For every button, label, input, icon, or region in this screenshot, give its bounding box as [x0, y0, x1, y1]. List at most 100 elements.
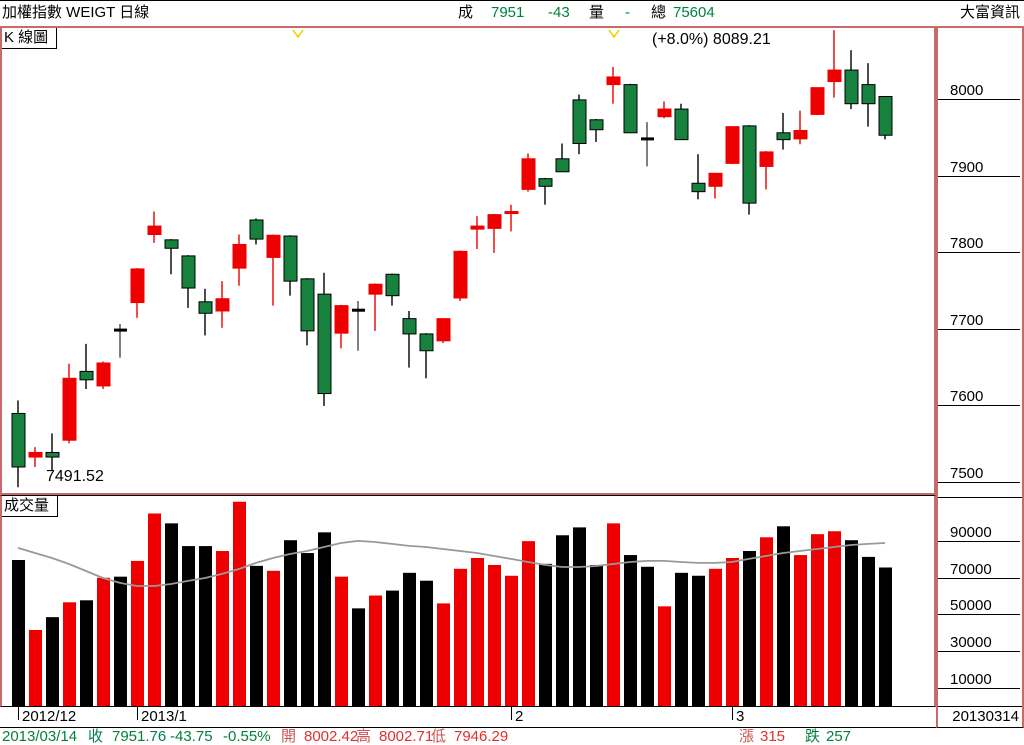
volume-bar [539, 563, 552, 706]
brand-logo-text: 大富資訊 [959, 4, 1020, 21]
candle-body [657, 108, 672, 118]
axis-column: 20130314 8000 7900 7800 7700 7600 7500 90000 70… [936, 26, 1024, 728]
close-value: 7951.76 [112, 728, 167, 745]
kline-panel[interactable]: K 線圖 (+8.0%) 8089.21 7491.52 [0, 26, 936, 495]
volume-axis-tick: 10000 [938, 672, 1020, 689]
month-tick-label: 2 [515, 708, 524, 725]
change-value: -43.75 [170, 728, 213, 745]
volume-bar [590, 564, 603, 706]
candle-body [11, 412, 26, 468]
volume-bar [641, 566, 654, 706]
candle-body [300, 278, 315, 332]
volume-bar [46, 617, 59, 706]
open-label: 開 [281, 728, 297, 745]
volume-bar [165, 523, 178, 706]
month-tick-label: 2013/1 [141, 708, 187, 725]
volume-bar [386, 590, 399, 706]
volume-bar [505, 575, 518, 706]
month-tick-mark [511, 707, 512, 720]
candle-body [181, 255, 196, 289]
volume-bar [369, 595, 382, 706]
month-tick-mark [732, 707, 733, 720]
candle-body [521, 158, 536, 190]
month-tick-label: 2012/12 [22, 708, 77, 725]
price-axis-tick: 7700 [938, 313, 1020, 330]
volume-bar [301, 553, 314, 706]
volume-axis-tick: 50000 [938, 598, 1020, 615]
candle-body [878, 96, 893, 136]
signal-marker-icon [292, 29, 304, 39]
candle-body [674, 108, 689, 141]
volume-bar [743, 551, 756, 706]
candle-body [776, 132, 791, 141]
volume-bar [675, 572, 688, 706]
volume-bar [760, 537, 773, 706]
candle-body [147, 225, 162, 235]
signal-marker-icon [608, 29, 620, 39]
candlestick-chart[interactable] [2, 28, 934, 493]
volume-bar [624, 555, 637, 706]
total-volume-value: 75604 [673, 4, 715, 21]
volume-bar [811, 534, 824, 706]
volume-bar [471, 557, 484, 706]
volume-bar [131, 560, 144, 706]
volume-bar [658, 606, 671, 706]
candle-doji-body [352, 308, 365, 312]
volume-bar [726, 557, 739, 706]
candle-body [504, 211, 519, 215]
volume-bar [420, 580, 433, 706]
decliners-value: 257 [826, 728, 852, 745]
volume-axis-tick: 30000 [938, 635, 1020, 652]
candle-body [606, 76, 621, 86]
price-axis-tick: 7900 [938, 160, 1020, 177]
kline-panel-label: K 線圖 [2, 28, 58, 49]
volume-axis-tick: 70000 [938, 562, 1020, 579]
last-price-value: 7951 [491, 4, 525, 21]
period-low-annotation: 7491.52 [46, 468, 104, 485]
volume-panel[interactable]: 成交量 [0, 495, 936, 707]
date-axis: 2012/12 2013/1 2 3 [0, 707, 936, 728]
candle-body [453, 250, 468, 299]
price-axis-tick: 8000 [938, 83, 1020, 100]
volume-bar [709, 568, 722, 706]
instrument-title: 加權指數 WEIGT 日線 [2, 4, 150, 21]
volume-bar [522, 541, 535, 706]
volume-label: 量 [589, 4, 605, 21]
candle-doji-body [641, 137, 654, 141]
candle-body [385, 273, 400, 297]
volume-chart[interactable] [2, 496, 934, 706]
candle-body [555, 158, 570, 173]
volume-bar [233, 501, 246, 706]
volume-value: - [625, 4, 630, 21]
axis-date: 20130314 [938, 706, 1022, 727]
candle-body [725, 126, 740, 164]
low-label: 低 [431, 728, 447, 745]
candle-body [572, 99, 587, 144]
candle-body [589, 119, 604, 131]
advancers-label: 漲 [739, 728, 755, 745]
candle-body [436, 318, 451, 342]
volume-bar [97, 577, 110, 706]
axis-panel-divider [938, 497, 1022, 498]
candle-body [317, 293, 332, 395]
candle-body [28, 451, 43, 458]
volume-bar [556, 535, 569, 706]
candle-body [487, 214, 502, 229]
volume-bar [488, 564, 501, 706]
volume-axis-tick: 90000 [938, 525, 1020, 542]
header: 加權指數 WEIGT 日線 成 7951 -43 量 - 總 75604 大富資… [0, 1, 1024, 26]
candle-body [691, 182, 706, 193]
candle-body [419, 333, 434, 352]
candle-doji-body [114, 328, 127, 332]
candle-body [844, 69, 859, 105]
change-pct-value: -0.55% [223, 728, 271, 745]
candle-body [759, 151, 774, 167]
volume-bar [437, 603, 450, 706]
volume-bar [403, 572, 416, 706]
high-label: 高 [356, 728, 372, 745]
volume-bar [607, 523, 620, 706]
candle-body [810, 87, 825, 115]
status-bar: 2013/03/14 收 7951.76 -43.75 -0.55% 開 800… [0, 728, 1024, 745]
low-value: 7946.29 [454, 728, 509, 745]
